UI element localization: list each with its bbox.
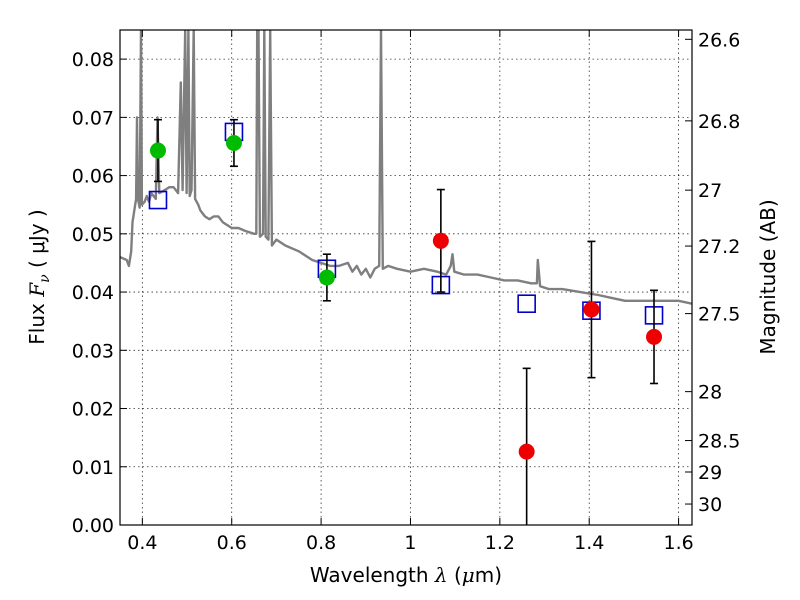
- y-tick-label: 0.00: [72, 515, 114, 537]
- y2-tick-label: 30: [698, 494, 722, 516]
- y-tick-label: 0.08: [72, 49, 114, 71]
- x-tick-label: 1.2: [485, 532, 515, 554]
- x-tick-label: 0.8: [306, 532, 336, 554]
- y2-tick-label: 26.8: [698, 111, 740, 133]
- y2-tick-label: 28.5: [698, 431, 740, 453]
- x-tick-label: 1.4: [574, 532, 604, 554]
- y-tick-label: 0.05: [72, 224, 114, 246]
- photometry-point: [646, 328, 663, 345]
- photometry-point: [583, 301, 600, 318]
- x-axis-label: Wavelength λ (μm): [310, 563, 502, 587]
- y-tick-label: 0.06: [72, 166, 114, 188]
- data-marks-layer: [148, 118, 664, 525]
- x-tick-label: 1: [404, 532, 416, 554]
- y-tick-label: 0.07: [72, 107, 114, 129]
- x-tick-label: 1.6: [663, 532, 693, 554]
- axis-ticks: 0.4 0.6 0.8 1 1.2 1.4 1.6 0.00 0.01 0.02 0.03 0.04 0…: [72, 29, 741, 554]
- y2-tick-label: 27.2: [698, 236, 740, 258]
- y2-tick-label: 27.5: [698, 304, 740, 326]
- model-photometry-square: [148, 190, 168, 210]
- y-tick-label: 0.02: [72, 399, 114, 421]
- photometry-point: [149, 142, 166, 159]
- photometry-point: [518, 443, 535, 460]
- y-tick-label: 0.01: [72, 457, 114, 479]
- y-axis-label: Flux Fν ( μJy ): [25, 209, 53, 344]
- y-tick-label: 0.03: [72, 340, 114, 362]
- photometry-point: [318, 269, 335, 286]
- y2-tick-label: 27: [698, 180, 722, 202]
- photometry-point: [225, 134, 242, 151]
- y2-tick-label: 26.6: [698, 29, 740, 51]
- y-tick-label: 0.04: [72, 282, 114, 304]
- plot-frame: [119, 29, 693, 526]
- x-tick-label: 0.6: [217, 532, 247, 554]
- y2-axis-label: Magnitude (AB): [756, 199, 780, 354]
- grid: [120, 30, 692, 526]
- photometry-point: [432, 232, 449, 249]
- y2-tick-label: 29: [698, 462, 722, 484]
- model-photometry-square: [517, 294, 536, 314]
- model-spectrum-layer: [120, 30, 692, 305]
- y2-tick-label: 28: [698, 382, 722, 404]
- x-tick-label: 0.4: [127, 532, 157, 554]
- model-spectrum-line: [120, 30, 692, 305]
